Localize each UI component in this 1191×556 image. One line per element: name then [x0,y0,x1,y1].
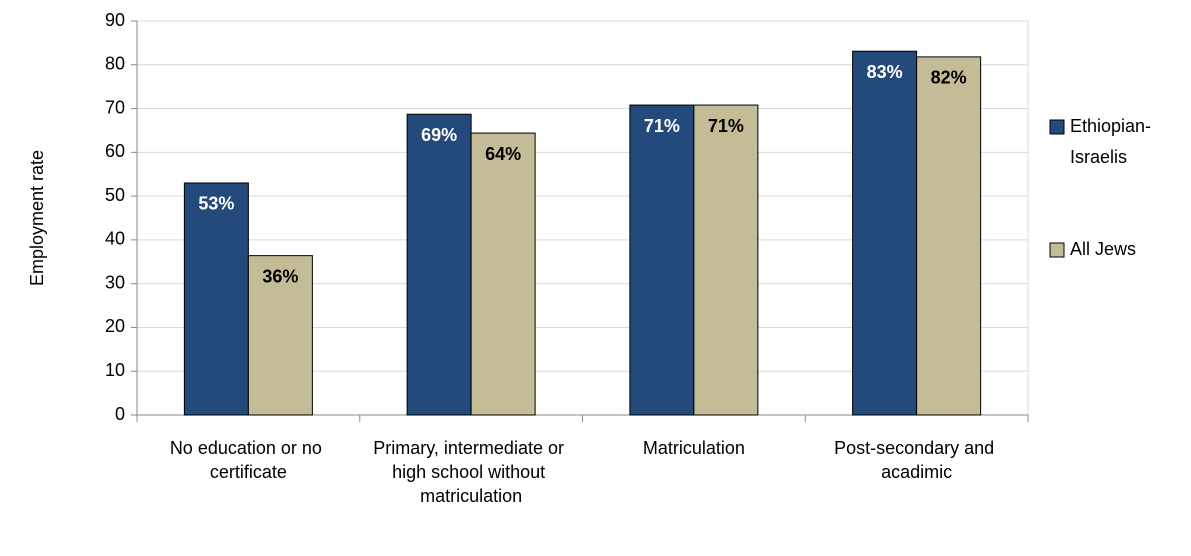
y-tick-label: 90 [105,10,125,30]
value-label: 69% [421,125,457,145]
value-label: 71% [708,116,744,136]
bar [183,182,249,416]
y-tick-label: 70 [105,97,125,117]
y-tick-label: 60 [105,141,125,161]
y-tick-label: 30 [105,272,125,292]
bar [629,104,695,416]
x-tick-label: Primary, intermediate or high school wit… [373,438,569,506]
y-tick-label: 80 [105,54,125,74]
y-axis-title: Employment rate [27,150,47,286]
y-tick-label: 50 [105,185,125,205]
x-tick-label: Matriculation [643,438,745,458]
value-label: 36% [262,266,298,286]
x-tick-label: Post-secondary and acadimic [834,438,999,482]
legend-swatch [1049,242,1065,258]
legend-swatch [1049,119,1065,135]
y-tick-label: 40 [105,229,125,249]
value-label: 64% [485,144,521,164]
legend-label: All Jews [1070,239,1136,259]
bar [406,113,472,416]
legend-label: Ethiopian-Israelis [1070,116,1151,167]
bar [247,255,313,416]
bar [916,56,982,416]
bar [852,50,918,416]
x-tick-label: No education or no certificate [170,438,327,482]
bar [470,132,536,416]
y-tick-label: 20 [105,316,125,336]
y-tick-label: 10 [105,360,125,380]
value-label: 82% [931,68,967,88]
bar [693,104,759,416]
value-label: 83% [867,62,903,82]
value-label: 53% [198,194,234,214]
value-label: 71% [644,116,680,136]
y-tick-label: 0 [115,404,125,424]
